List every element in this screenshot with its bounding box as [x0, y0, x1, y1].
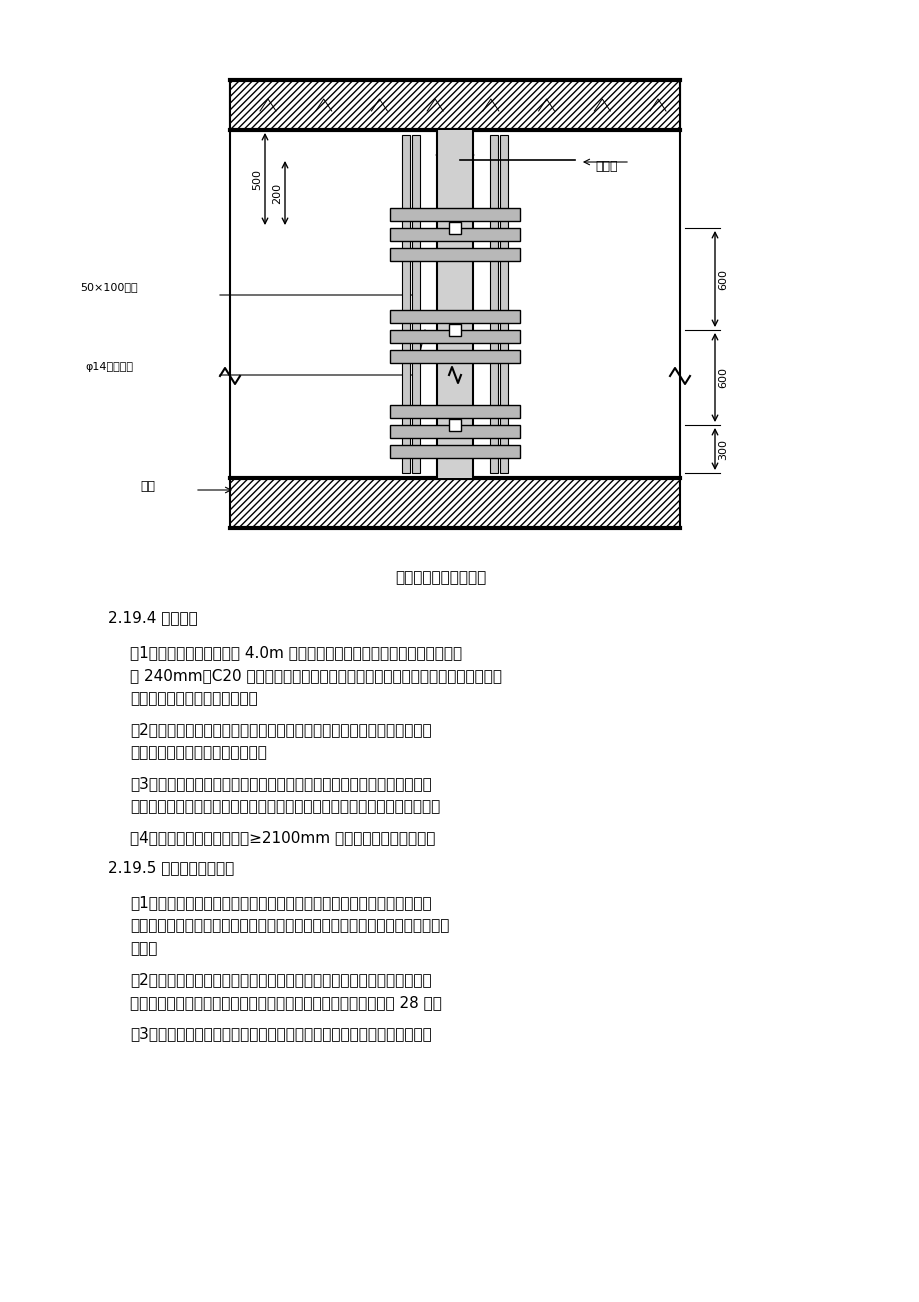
Bar	[390, 247, 519, 260]
Text: 2.19.5 砌筑施工注意事项: 2.19.5 砌筑施工注意事项	[108, 861, 234, 875]
Bar	[390, 329, 519, 342]
Text: （1）非承重墙，墙高大于 4.0m 时，在墙体半高处设置通长水平圈梁，圈梁: （1）非承重墙，墙高大于 4.0m 时，在墙体半高处设置通长水平圈梁，圈梁	[130, 644, 461, 660]
Bar	[390, 350, 519, 363]
Text: （3）所有结构洞在主体施工完成后，用砌块墙体封堵，两侧加钢板网抹水: （3）所有结构洞在主体施工完成后，用砌块墙体封堵，两侧加钢板网抹水	[130, 776, 431, 792]
Bar	[230, 79, 679, 130]
Text: （1）砌块排列尽量按大规格砌块，从门洞边开始排块，利用小规格砌块错: （1）砌块排列尽量按大规格砌块，从门洞边开始排块，利用小规格砌块错	[130, 894, 431, 910]
Text: （4）砌体填充墙上所有宽度≥2100mm 的门洞两边均设构造柱。: （4）砌体填充墙上所有宽度≥2100mm 的门洞两边均设构造柱。	[130, 829, 435, 845]
Text: φ14穿墙螺栓: φ14穿墙螺栓	[85, 362, 133, 372]
Text: 板面: 板面	[140, 480, 154, 493]
Text: 筋，连接筋的直径与过梁筋相同。: 筋，连接筋的直径与过梁筋相同。	[130, 745, 267, 760]
Bar	[448, 324, 460, 336]
Text: （2）轻集料混凝土砌块的品种、规格、强度应符合设计要求，材料有出厂: （2）轻集料混凝土砌块的品种、规格、强度应符合设计要求，材料有出厂	[130, 973, 431, 987]
Bar	[448, 419, 460, 431]
Text: 50×100木方: 50×100木方	[80, 283, 138, 292]
Text: 200: 200	[272, 182, 282, 203]
Text: （2）凡紧靠柱边的预留洞和门窗洞，在浇筑柱混凝土时，应预留过梁连接: （2）凡紧靠柱边的预留洞和门窗洞，在浇筑柱混凝土时，应预留过梁连接	[130, 723, 431, 737]
Text: 泥砂浆，钢板网与洞口四边混凝土墙应有可靠连接，以避免装饰面出现裂缝。: 泥砂浆，钢板网与洞口四边混凝土墙应有可靠连接，以避免装饰面出现裂缝。	[130, 799, 440, 814]
Bar	[412, 135, 420, 473]
Bar	[499, 135, 507, 473]
Bar	[490, 135, 497, 473]
Text: 浇筑口: 浇筑口	[595, 160, 617, 173]
Bar	[402, 135, 410, 473]
Text: 合格证、检测报告、试验报告。轻集料混凝土砌块的龄期不应少于 28 天。: 合格证、检测报告、试验报告。轻集料混凝土砌块的龄期不应少于 28 天。	[130, 995, 441, 1010]
Bar	[390, 208, 519, 221]
Text: 2.19.4 构造节点: 2.19.4 构造节点	[108, 611, 198, 625]
Bar	[390, 424, 519, 437]
Text: 构造柱模板加固示意图: 构造柱模板加固示意图	[394, 570, 486, 585]
Text: 200: 200	[444, 141, 465, 150]
Bar	[390, 310, 519, 323]
Bar	[437, 130, 472, 478]
Bar	[448, 223, 460, 234]
Text: 钢筋按圈梁与过梁较大筋配置。: 钢筋按圈梁与过梁较大筋配置。	[130, 691, 257, 706]
Text: 缝（小于辅块尺寸时可切割砌块），门窗洞口旁上下孔基本对齐，便于芯孔灌混: 缝（小于辅块尺寸时可切割砌块），门窗洞口旁上下孔基本对齐，便于芯孔灌混	[130, 918, 448, 934]
Bar	[390, 228, 519, 241]
Text: 500: 500	[252, 168, 262, 190]
Bar	[230, 79, 679, 130]
Text: 凝土。: 凝土。	[130, 941, 157, 956]
Text: 600: 600	[717, 367, 727, 388]
Text: 300: 300	[717, 439, 727, 460]
Bar	[390, 405, 519, 418]
Text: 高 240mm，C20 混凝土。有门洞时水平系梁与门过梁结合，置于门洞上部，圈梁: 高 240mm，C20 混凝土。有门洞时水平系梁与门过梁结合，置于门洞上部，圈梁	[130, 668, 502, 684]
Text: （3）砌块在运输、装卸过程中，严禁抛掷和倾倒，进场后按照品种、规格: （3）砌块在运输、装卸过程中，严禁抛掷和倾倒，进场后按照品种、规格	[130, 1026, 431, 1042]
Bar	[230, 478, 679, 529]
Text: 600: 600	[717, 268, 727, 289]
Bar	[390, 445, 519, 458]
